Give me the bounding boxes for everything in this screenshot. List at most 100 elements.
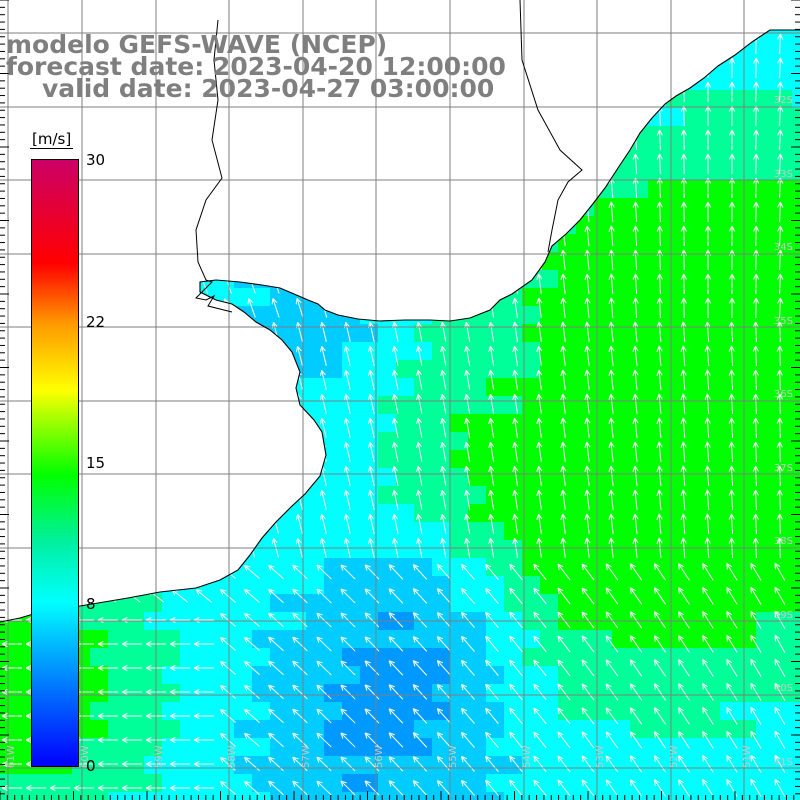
wind-speed-cell (630, 594, 648, 612)
wind-speed-cell (720, 162, 738, 180)
wind-speed-cell (774, 432, 792, 450)
wind-speed-cell (324, 378, 342, 396)
wind-speed-cell (324, 414, 342, 432)
wind-arrow (728, 417, 735, 439)
wind-speed-cell (198, 630, 216, 648)
wind-arrow (509, 707, 523, 725)
wind-speed-cell (558, 360, 576, 378)
wind-speed-cell (558, 252, 576, 270)
wind-speed-cell (144, 756, 162, 774)
wind-speed-cell (450, 414, 468, 432)
wind-arrow (25, 784, 46, 792)
wind-speed-cell (630, 468, 648, 486)
wind-speed-cell (612, 288, 630, 306)
wind-speed-cell (504, 324, 522, 342)
wind-arrow (364, 588, 380, 604)
wind-speed-cell (630, 324, 648, 342)
wind-speed-cell (378, 432, 396, 450)
wind-arrow (774, 682, 786, 701)
wind-speed-cell (612, 324, 630, 342)
wind-speed-cell (198, 702, 216, 720)
wind-speed-cell (270, 648, 288, 666)
wind-speed-cell (576, 468, 594, 486)
colorbar (31, 159, 79, 767)
wind-speed-cell (180, 648, 198, 666)
wind-speed-cell (558, 540, 576, 558)
wind-arrow (488, 441, 495, 462)
wind-speed-cell (594, 234, 612, 252)
wind-speed-cell (684, 126, 702, 144)
wind-speed-cell (270, 774, 288, 792)
wind-arrow (629, 779, 643, 797)
wind-speed-cell (414, 522, 432, 540)
wind-arrow (97, 712, 118, 720)
wind-speed-cell (720, 234, 738, 252)
wind-speed-cell (144, 648, 162, 666)
wind-speed-cell (612, 450, 630, 468)
wind-speed-cell (738, 162, 756, 180)
wind-speed-cell (0, 756, 18, 774)
wind-speed-cell (594, 504, 612, 522)
wind-speed-cell (684, 648, 702, 666)
wind-speed-cell (756, 540, 774, 558)
wind-speed-cell (702, 270, 720, 288)
wind-speed-cell (396, 396, 414, 414)
wind-speed-cell (432, 594, 450, 612)
wind-arrow (702, 611, 714, 629)
wind-arrow (295, 513, 303, 534)
wind-speed-cell (720, 180, 738, 198)
wind-speed-cell (504, 306, 522, 324)
wind-speed-cell (558, 558, 576, 576)
wind-speed-cell (126, 666, 144, 684)
wind-speed-cell (360, 630, 378, 648)
wind-arrow (292, 660, 308, 676)
wind-arrow (219, 709, 236, 723)
wind-speed-cell (612, 720, 630, 738)
wind-speed-cell (486, 324, 504, 342)
wind-speed-cell (504, 666, 522, 684)
wind-speed-cell (684, 720, 702, 738)
wind-speed-cell (558, 666, 576, 684)
wind-speed-cell (414, 792, 432, 800)
wind-speed-cell (450, 486, 468, 504)
wind-speed-cell (522, 792, 540, 800)
wind-speed-cell (756, 54, 774, 72)
wind-arrow (533, 779, 547, 797)
wind-arrow (680, 201, 687, 223)
wind-speed-cell (684, 432, 702, 450)
wind-speed-cell (774, 468, 792, 486)
wind-speed-cell (630, 270, 648, 288)
latitude-label: 32S (774, 95, 793, 106)
wind-arrow (533, 731, 547, 749)
wind-speed-cell (648, 684, 666, 702)
wind-speed-cell (378, 756, 396, 774)
wind-speed-cell (306, 540, 324, 558)
wind-arrow (584, 393, 591, 414)
wind-speed-cell (522, 648, 540, 666)
wind-speed-cell (270, 630, 288, 648)
wind-speed-cell (540, 450, 558, 468)
wind-speed-cell (540, 630, 558, 648)
wind-speed-cell (450, 378, 468, 396)
wind-arrow (728, 465, 735, 487)
wind-speed-cell (342, 594, 360, 612)
wind-speed-cell (594, 324, 612, 342)
latitude-label: 34S (774, 242, 793, 253)
wind-speed-cell (468, 450, 486, 468)
wind-arrow (319, 417, 327, 438)
wind-arrow (509, 755, 523, 773)
wind-arrow (632, 345, 639, 367)
wind-speed-cell (396, 720, 414, 738)
wind-speed-cell (756, 666, 774, 684)
wind-speed-cell (108, 666, 126, 684)
wind-speed-cell (756, 72, 774, 90)
wind-speed-cell (792, 666, 800, 684)
wind-speed-cell (252, 774, 270, 792)
wind-speed-cell (540, 558, 558, 576)
wind-arrow (412, 780, 428, 796)
wind-arrow (488, 489, 495, 510)
wind-arrow (584, 225, 591, 247)
wind-arrow (412, 660, 428, 676)
wind-speed-cell (756, 378, 774, 396)
wind-arrow (169, 688, 190, 696)
